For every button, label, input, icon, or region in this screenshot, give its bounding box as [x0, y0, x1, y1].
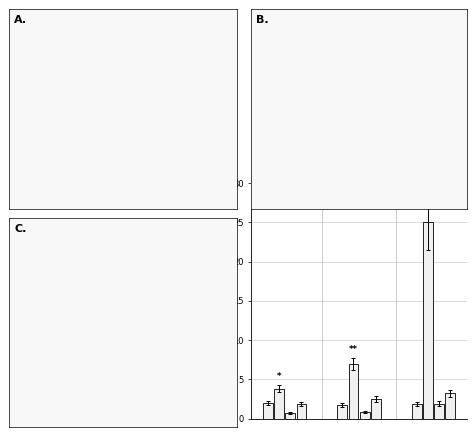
Bar [297, 405, 306, 419]
Text: D.: D. [204, 169, 217, 179]
Bar [445, 393, 455, 419]
Bar [337, 405, 347, 419]
Text: A.: A. [14, 15, 27, 25]
Bar [423, 222, 433, 419]
Bar [412, 404, 421, 419]
Text: ***: *** [421, 182, 435, 191]
Bar [371, 399, 381, 419]
Bar [285, 413, 295, 419]
Text: B.: B. [255, 15, 268, 25]
Text: C.: C. [14, 224, 27, 234]
Bar [348, 364, 358, 419]
Bar [274, 389, 284, 419]
Y-axis label: Percent of Olig2-expressing cells: Percent of Olig2-expressing cells [221, 232, 230, 370]
Bar [360, 412, 370, 419]
Text: **: ** [349, 345, 358, 354]
Bar [434, 404, 444, 419]
Bar [263, 403, 273, 419]
Text: *: * [277, 372, 282, 381]
